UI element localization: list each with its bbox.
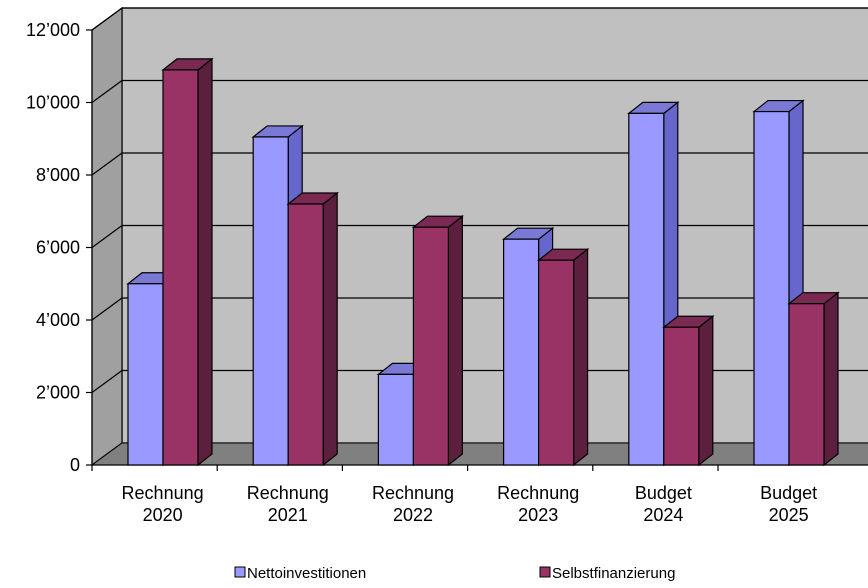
x-category-label: Budget 2025	[760, 483, 817, 525]
legend-label: Nettoinvestitionen	[247, 565, 366, 582]
legend-item: Nettoinvestitionen	[234, 565, 366, 582]
y-tick-label: 2’000	[36, 383, 80, 403]
x-category-label: Rechnung 2021	[247, 483, 329, 525]
gridline-side	[91, 7, 123, 31]
gridline-side	[91, 80, 123, 103]
y-tick-labels: 0 2’000 4’000 6’000 8’000 10’000 12’000	[26, 20, 80, 475]
bar	[411, 214, 465, 467]
x-category-label: Budget 2024	[635, 483, 692, 525]
bar	[286, 191, 339, 467]
axes	[86, 29, 868, 471]
legend-swatch	[539, 566, 551, 578]
bar	[161, 57, 214, 467]
bar	[662, 315, 715, 467]
bars	[126, 57, 840, 467]
y-tick-label: 0	[70, 455, 80, 475]
gridline-side	[91, 297, 123, 321]
x-category-labels: Rechnung 2020 Rechnung 2021 Rechnung 2022 Rech…	[122, 483, 818, 525]
legend: Nettoinvestitionen Selbstfinanzierung	[234, 565, 675, 582]
y-tick-label: 12’000	[26, 20, 80, 40]
y-tick-label: 4’000	[36, 310, 80, 330]
gridline-side	[91, 225, 123, 248]
y-tick-label: 6’000	[36, 238, 80, 258]
y-tick-label: 10’000	[26, 93, 80, 113]
x-category-label: Rechnung 2023	[497, 483, 579, 525]
y-tick-label: 8’000	[36, 165, 80, 185]
x-category-label: Rechnung 2022	[372, 483, 454, 525]
bar	[787, 291, 840, 467]
legend-label: Selbstfinanzierung	[552, 565, 675, 582]
bar	[627, 101, 680, 467]
gridline-side	[91, 152, 123, 176]
bar	[536, 247, 590, 467]
legend-swatch	[234, 566, 246, 578]
gridline-side	[91, 370, 123, 393]
x-category-label: Rechnung 2020	[122, 483, 204, 525]
legend-item: Selbstfinanzierung	[539, 565, 675, 582]
